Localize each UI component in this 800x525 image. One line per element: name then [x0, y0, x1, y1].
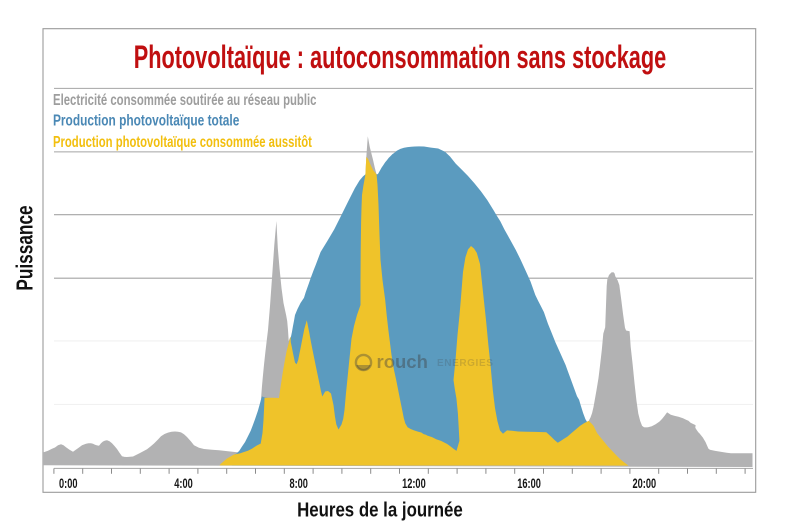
svg-text:20:00: 20:00	[632, 475, 656, 492]
svg-text:4:00: 4:00	[174, 475, 193, 492]
svg-text:0:00: 0:00	[59, 475, 78, 492]
svg-text:Puissance: Puissance	[13, 205, 38, 290]
svg-text:ENERGIES: ENERGIES	[437, 358, 493, 369]
svg-text:Production photovoltaïque cons: Production photovoltaïque consommée auss…	[53, 133, 312, 150]
svg-text:16:00: 16:00	[517, 475, 541, 492]
svg-text:rouch: rouch	[377, 351, 428, 372]
svg-text:Photovoltaïque : autoconsommat: Photovoltaïque : autoconsommation sans s…	[134, 39, 666, 76]
svg-text:12:00: 12:00	[402, 475, 426, 492]
svg-text:8:00: 8:00	[289, 475, 308, 492]
svg-text:Electricité consommée soutirée: Electricité consommée soutirée au réseau…	[53, 91, 317, 108]
svg-text:Production photovoltaïque tota: Production photovoltaïque totale	[53, 111, 240, 129]
svg-text:Heures de la journée: Heures de la journée	[297, 498, 463, 521]
